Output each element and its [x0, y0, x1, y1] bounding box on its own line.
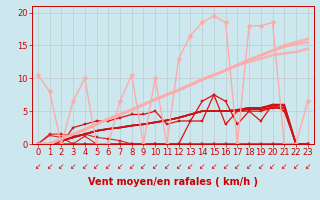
Text: ↙: ↙ [129, 162, 135, 171]
Text: ↙: ↙ [211, 162, 217, 171]
Text: ↙: ↙ [246, 162, 252, 171]
Text: ↙: ↙ [164, 162, 170, 171]
Text: ↙: ↙ [58, 162, 65, 171]
Text: ↙: ↙ [46, 162, 53, 171]
Text: ↙: ↙ [305, 162, 311, 171]
Text: ↙: ↙ [293, 162, 299, 171]
Text: ↙: ↙ [140, 162, 147, 171]
Text: ↙: ↙ [258, 162, 264, 171]
Text: ↙: ↙ [105, 162, 111, 171]
Text: ↙: ↙ [70, 162, 76, 171]
X-axis label: Vent moyen/en rafales ( km/h ): Vent moyen/en rafales ( km/h ) [88, 177, 258, 187]
Text: ↙: ↙ [82, 162, 88, 171]
Text: ↙: ↙ [117, 162, 123, 171]
Text: ↙: ↙ [234, 162, 241, 171]
Text: ↙: ↙ [187, 162, 194, 171]
Text: ↙: ↙ [281, 162, 287, 171]
Text: ↙: ↙ [35, 162, 41, 171]
Text: ↙: ↙ [93, 162, 100, 171]
Text: ↙: ↙ [175, 162, 182, 171]
Text: ↙: ↙ [269, 162, 276, 171]
Text: ↙: ↙ [222, 162, 229, 171]
Text: ↙: ↙ [199, 162, 205, 171]
Text: ↙: ↙ [152, 162, 158, 171]
